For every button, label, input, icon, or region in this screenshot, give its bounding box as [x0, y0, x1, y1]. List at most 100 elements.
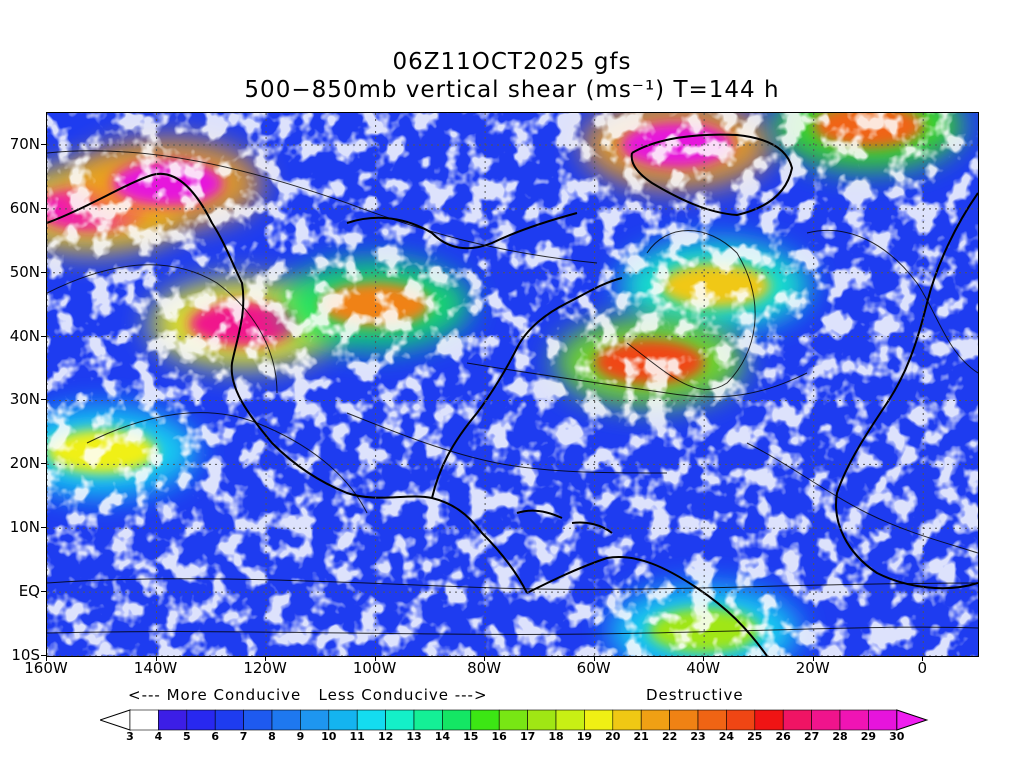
- colorbar-level-label: 26: [775, 730, 791, 743]
- lat-tick: [41, 335, 46, 337]
- streamline: [47, 578, 978, 590]
- low-shear-patches: [47, 113, 978, 656]
- color-scale-bar: [100, 709, 929, 731]
- lon-tick-label: 60W: [576, 659, 611, 677]
- lon-tick-label: 0: [917, 659, 927, 677]
- colorbar-level-label: 21: [633, 730, 649, 743]
- lat-tick-label: 30N: [9, 390, 40, 409]
- colorbar-swatch: [754, 709, 784, 731]
- lon-tick: [46, 656, 47, 661]
- colorbar-level-label: 8: [268, 730, 276, 743]
- lon-tick-label: 40W: [686, 659, 721, 677]
- streamline: [47, 150, 598, 264]
- streamline: [746, 442, 978, 554]
- coastlines: [47, 133, 978, 656]
- colorbar-level-label: 15: [463, 730, 479, 743]
- colorbar-level-label: 6: [211, 730, 220, 743]
- lon-tick: [922, 656, 924, 661]
- colorbar-swatch: [669, 709, 699, 731]
- streamline: [47, 626, 978, 635]
- colorbar-swatch: [640, 709, 670, 731]
- lat-tick-label: 10S: [11, 646, 40, 664]
- shear-map: [46, 112, 979, 657]
- colorbar-level-label: 7: [239, 730, 248, 743]
- colorbar-swatch: [271, 709, 301, 731]
- lat-tick: [41, 271, 46, 273]
- lat-tick-label: 60N: [9, 198, 40, 217]
- colorbar-swatch: [498, 709, 528, 731]
- lon-tick-label: 120W: [243, 659, 287, 677]
- colorbar-swatch: [214, 709, 244, 731]
- colorbar-swatch: [328, 709, 358, 731]
- colorbar-swatch: [584, 709, 614, 731]
- colorbar-level-label: 28: [832, 730, 848, 743]
- colorbar-level-label: 29: [860, 730, 877, 743]
- south-america-coast: [526, 556, 768, 656]
- map-title: 06Z11OCT2025 gfs: [392, 49, 632, 75]
- colorbar-swatch: [527, 709, 557, 731]
- streamline: [466, 362, 808, 398]
- lon-tick-label: 160W: [24, 659, 68, 677]
- colorbar-level-label: 27: [803, 730, 820, 743]
- lat-tick-label: 50N: [9, 262, 40, 281]
- greenland-coast: [630, 133, 794, 217]
- lon-tick-label: 100W: [352, 659, 397, 677]
- colorbar-level-label: 24: [718, 730, 735, 743]
- map-subtitle: 500−850mb vertical shear (ms⁻¹) T=144 h: [244, 77, 780, 103]
- colorbar-swatch: [470, 709, 500, 731]
- lon-tick: [155, 656, 157, 661]
- colorbar-swatch: [129, 709, 159, 731]
- lat-tick-label: 40N: [9, 326, 40, 345]
- colorbar-over-arrow: [896, 709, 929, 731]
- shear-field-svg: [47, 113, 978, 656]
- streamline: [346, 412, 668, 474]
- lat-tick-label: 20N: [9, 454, 40, 473]
- colorbar-swatch: [300, 709, 330, 731]
- colorbar-level-label: 23: [690, 730, 706, 743]
- colorbar-swatch: [839, 709, 869, 731]
- colorbar-level-label: 18: [548, 730, 564, 743]
- colorbar-level-label: 5: [182, 730, 191, 743]
- lon-tick: [703, 656, 705, 661]
- colorbar-swatch: [442, 709, 472, 731]
- lon-tick: [484, 656, 486, 661]
- streamline: [806, 229, 978, 374]
- lat-tick: [41, 143, 46, 145]
- streamlines: [47, 150, 978, 635]
- colorbar-swatch: [413, 709, 443, 731]
- colorbar-level-label: 14: [434, 730, 451, 743]
- caribbean-islands: [516, 509, 613, 534]
- lon-tick-label: 140W: [133, 659, 178, 677]
- colorbar-swatch: [612, 709, 642, 731]
- graticule: [47, 113, 978, 656]
- destructive-legend-note: Destructive: [646, 686, 744, 704]
- lon-tick: [265, 656, 267, 661]
- colorbar-level-label: 4: [154, 730, 163, 743]
- lat-tick: [41, 399, 46, 401]
- colorbar-under-arrow: [100, 709, 131, 731]
- colorbar-level-label: 16: [491, 730, 507, 743]
- colorbar-level-label: 11: [349, 730, 365, 743]
- lat-tick: [41, 527, 46, 529]
- lon-tick: [812, 656, 814, 661]
- colorbar-swatch: [811, 709, 841, 731]
- lat-tick-label: EQ: [18, 582, 40, 601]
- colorbar-swatch: [555, 709, 585, 731]
- lat-tick: [41, 463, 46, 465]
- conducive-legend-note: <--- More Conducive Less Conducive --->: [128, 686, 488, 704]
- north-america-coast: [47, 172, 623, 594]
- lon-tick-label: 20W: [795, 659, 830, 677]
- streamline: [47, 264, 278, 394]
- streamline: [86, 412, 368, 514]
- lon-tick: [374, 656, 376, 661]
- lon-tick: [593, 656, 595, 661]
- colorbar-swatch: [356, 709, 386, 731]
- lat-tick: [41, 655, 46, 656]
- lat-tick-label: 70N: [9, 134, 40, 153]
- streamline: [626, 230, 756, 390]
- colorbar-swatch: [726, 709, 756, 731]
- colorbar-swatch: [868, 709, 898, 731]
- colorbar-swatch: [243, 709, 273, 731]
- colorbar-swatch: [158, 709, 188, 731]
- lon-tick-label: 80W: [467, 659, 502, 677]
